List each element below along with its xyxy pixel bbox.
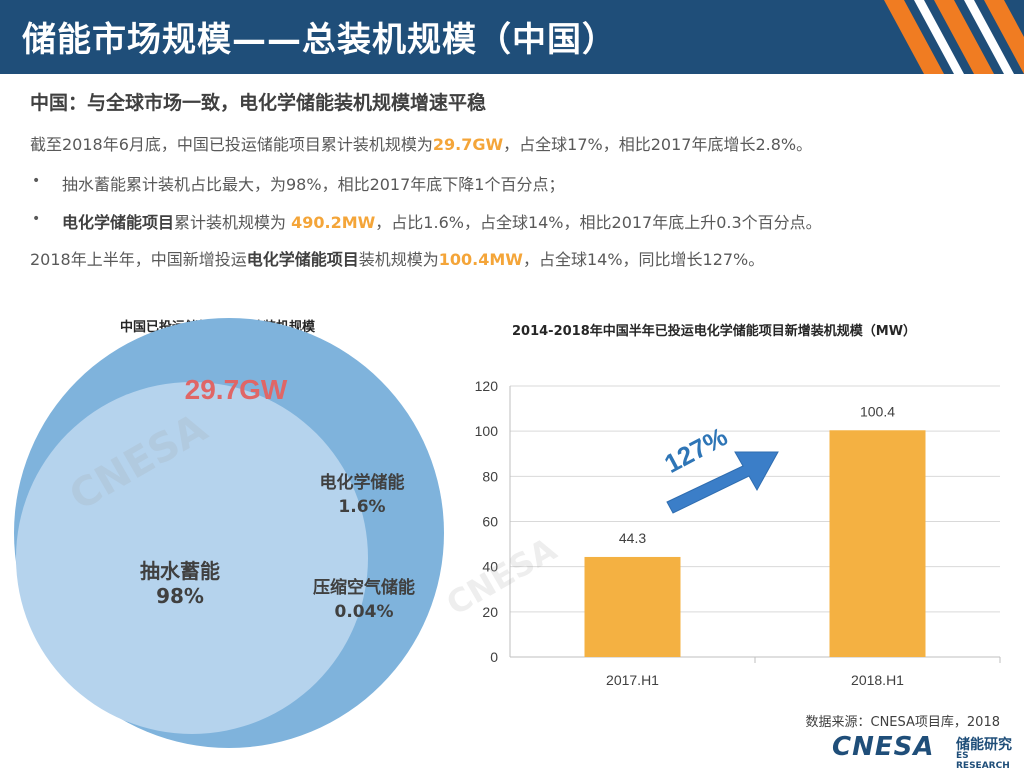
bar-value-label: 100.4 bbox=[860, 403, 895, 419]
bar bbox=[829, 430, 926, 657]
intro-line-4-bold: 电化学储能项目 bbox=[246, 250, 359, 269]
y-tick-label: 40 bbox=[482, 559, 498, 575]
intro-line-4-mid: 装机规模为 bbox=[358, 250, 439, 269]
pie-inner-circle bbox=[16, 382, 368, 734]
pie-slice-value-electrochemical: 1.6% bbox=[338, 497, 385, 517]
intro-line-4-highlight: 100.4MW bbox=[438, 250, 523, 269]
y-tick-label: 120 bbox=[475, 378, 499, 394]
intro-line-1-highlight: 29.7GW bbox=[432, 135, 504, 154]
data-source: 数据来源：CNESA项目库，2018 bbox=[805, 715, 1001, 730]
logo-main-text: CNESA bbox=[832, 732, 935, 762]
cnesa-logo: CNESA 储能研究 ES RESEARCH bbox=[832, 732, 1012, 771]
intro-line-4: 2018年上半年，中国新增投运电化学储能项目装机规模为100.4MW，占全球14… bbox=[30, 246, 764, 270]
x-tick-label: 2017.H1 bbox=[606, 672, 659, 688]
bullet-mark-1: • bbox=[32, 173, 41, 189]
header-stripes bbox=[884, 0, 1024, 74]
y-tick-label: 100 bbox=[475, 423, 499, 439]
bullet-2-text: 电化学储能项目累计装机规模为 490.2MW，占比1.6%，占全球14%，相比2… bbox=[62, 209, 822, 233]
growth-annotation: 127% bbox=[659, 421, 732, 479]
bullet-2-bold: 电化学储能项目 bbox=[62, 213, 175, 232]
pie-slice-label-electrochemical: 电化学储能 bbox=[320, 472, 405, 493]
logo-cn-text: 储能研究 bbox=[956, 737, 1012, 753]
y-tick-label: 60 bbox=[482, 514, 498, 530]
growth-arrow bbox=[666, 451, 779, 514]
y-tick-label: 80 bbox=[482, 468, 498, 484]
bar bbox=[584, 556, 681, 657]
pie-slice-value-pumped-hydro: 98% bbox=[156, 584, 204, 608]
header-banner: 储能市场规模——总装机规模（中国） bbox=[0, 0, 1024, 74]
bar-chart-title: 2014-2018年中国半年已投运电化学储能项目新增装机规模（MW） bbox=[512, 324, 917, 339]
x-tick-label: 2018.H1 bbox=[851, 672, 904, 688]
intro-line-4-post: ，占全球14%，同比增长127%。 bbox=[522, 250, 765, 269]
pie-total-label: 29.7GW bbox=[185, 374, 288, 405]
bullet-2-highlight: 490.2MW bbox=[291, 213, 376, 232]
bullet-mark-2: • bbox=[32, 211, 41, 227]
pie-slice-value-compressed-air: 0.04% bbox=[335, 602, 394, 622]
y-tick-label: 0 bbox=[490, 649, 498, 665]
intro-line-1: 截至2018年6月底，中国已投运储能项目累计装机规模为29.7GW，占全球17%… bbox=[30, 131, 812, 155]
intro-line-1-post: ，占全球17%，相比2017年底增长2.8%。 bbox=[503, 135, 813, 154]
intro-line-4-pre: 2018年上半年，中国新增投运 bbox=[30, 250, 247, 269]
y-tick-label: 20 bbox=[482, 604, 498, 620]
pie-slice-label-pumped-hydro: 抽水蓄能 bbox=[140, 559, 220, 583]
page-title: 储能市场规模——总装机规模（中国） bbox=[22, 20, 617, 60]
intro-line-1-pre: 截至2018年6月底，中国已投运储能项目累计装机规模为 bbox=[30, 135, 433, 154]
logo-en-text: ES RESEARCH bbox=[956, 751, 1010, 771]
pie-slice-label-compressed-air: 压缩空气储能 bbox=[313, 577, 415, 598]
section-subtitle: 中国：与全球市场一致，电化学储能装机规模增速平稳 bbox=[30, 92, 487, 114]
bar-value-label: 44.3 bbox=[619, 530, 646, 546]
bullet-2-post: ，占比1.6%，占全球14%，相比2017年底上升0.3个百分点。 bbox=[375, 213, 822, 232]
bullet-2-mid: 累计装机规模为 bbox=[174, 213, 292, 232]
bullet-1-text: 抽水蓄能累计装机占比最大，为98%，相比2017年底下降1个百分点； bbox=[62, 175, 565, 194]
